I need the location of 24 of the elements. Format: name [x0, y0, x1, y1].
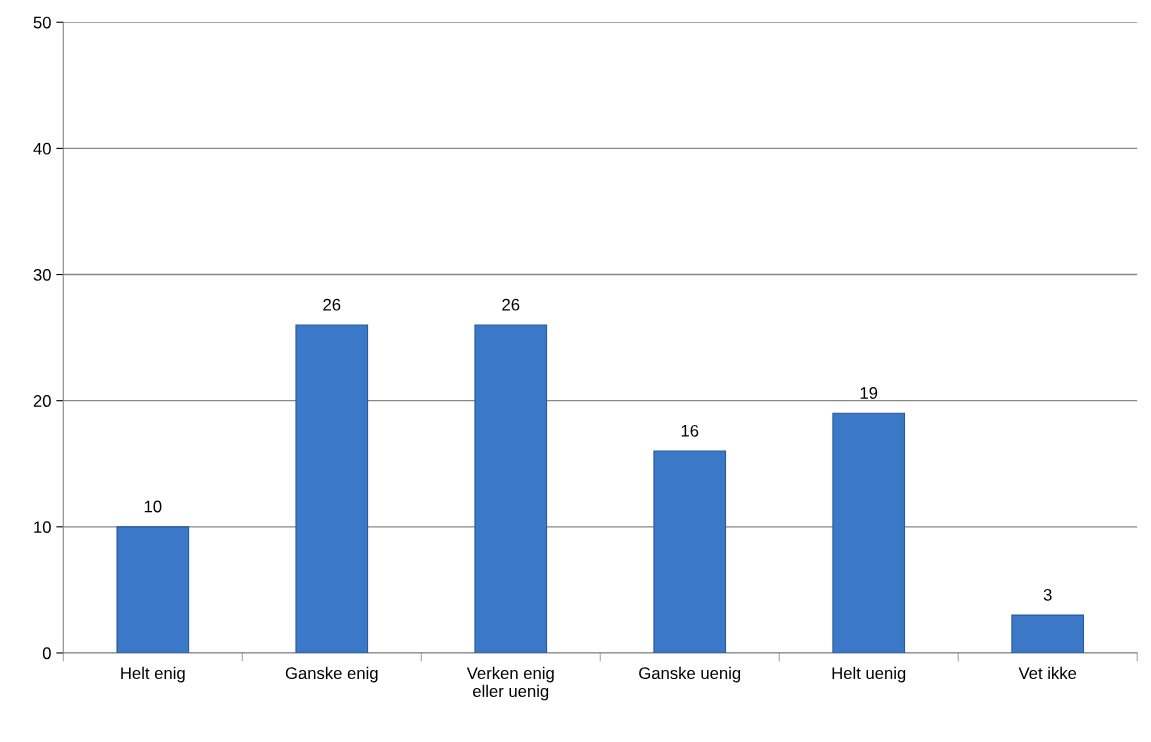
data-label: 16 — [681, 424, 699, 437]
bar — [653, 450, 727, 653]
x-tick-label: Ganske uenig — [639, 666, 741, 683]
x-tick-label: Helt uenig — [832, 666, 906, 683]
y-tick-label: 40 — [33, 142, 51, 155]
x-tick-label: Vet ikke — [1018, 666, 1077, 680]
data-label: 10 — [144, 500, 162, 513]
bar — [832, 412, 906, 653]
y-tick-label: 30 — [33, 268, 51, 281]
data-label: 26 — [323, 298, 341, 311]
data-label: 26 — [502, 298, 520, 311]
y-tick-label: 20 — [33, 395, 51, 407]
bar — [474, 324, 548, 653]
y-tick-label: 50 — [33, 16, 51, 29]
bar — [1011, 614, 1085, 653]
bar — [295, 324, 369, 653]
data-label: 19 — [860, 387, 878, 399]
data-label: 3 — [1043, 588, 1052, 601]
y-tick-label: 0 — [42, 647, 51, 660]
x-tick-label: Ganske enig — [285, 666, 378, 683]
bar — [116, 526, 190, 653]
y-tick-label: 10 — [34, 521, 51, 534]
x-tick-label: Verken enig eller uenig — [466, 666, 554, 701]
x-tick-label: Helt enig — [121, 666, 185, 683]
